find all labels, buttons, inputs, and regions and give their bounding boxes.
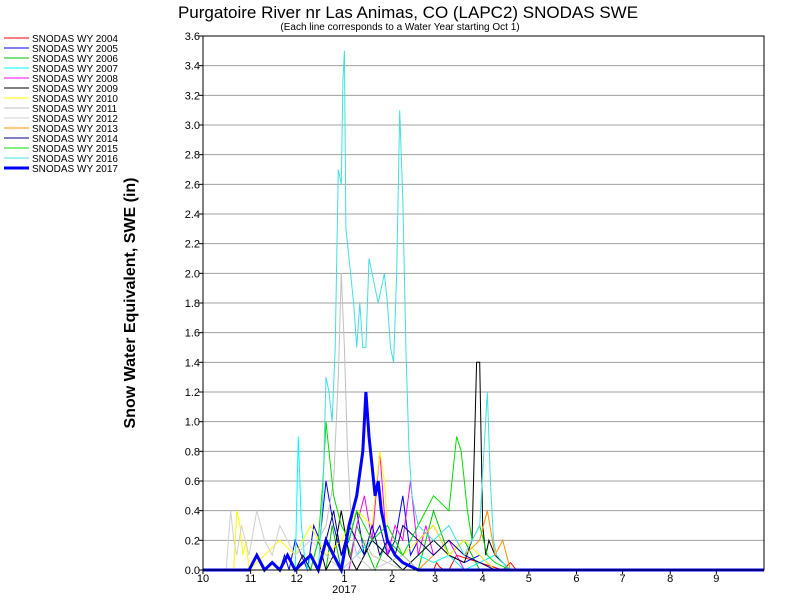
legend-entry: SNODAS WY 2007 [32, 64, 118, 75]
legend-entry: SNODAS WY 2010 [32, 94, 118, 105]
x-tick-label: 9 [713, 573, 719, 585]
y-tick-label: 1.0 [185, 417, 200, 429]
x-year-label: 2017 [332, 584, 356, 596]
plot-area: 0.0 0.2 0.4 0.6 0.8 1.0 1.2 1.4 1.6 1.8 2.0 2.2 2.4 2… [185, 31, 765, 596]
legend-entry: SNODAS WY 2004 [32, 34, 118, 45]
legend-entry: SNODAS WY 2012 [32, 114, 118, 125]
series-line-snodas-wy-2014 [203, 510, 764, 571]
x-tick-label: 11 [245, 573, 256, 585]
x-tick-label: 3 [432, 573, 438, 585]
series-line-snodas-wy-2012 [203, 510, 764, 571]
y-tick-label: 2.6 [185, 179, 200, 191]
y-tick-label: 2.8 [185, 150, 200, 162]
y-tick-label: 0.2 [185, 535, 200, 547]
series-line-snodas-wy-2016 [203, 50, 764, 571]
x-tick-label: 12 [291, 573, 303, 585]
legend-entry: SNODAS WY 2005 [32, 44, 118, 55]
y-tick-label: 3.0 [185, 120, 200, 132]
y-tick-label: 0.6 [185, 476, 200, 488]
x-tick-label: 4 [480, 573, 486, 585]
y-tick-label: 1.8 [185, 298, 200, 310]
x-tick-label: 2 [389, 573, 395, 585]
x-tick-label: 1 [341, 573, 347, 585]
y-tick-label: 1.2 [185, 387, 200, 399]
y-tick-label: 2.0 [185, 268, 200, 280]
legend-entry: SNODAS WY 2014 [32, 134, 118, 145]
legend-entry: SNODAS WY 2009 [32, 84, 118, 95]
series-line-snodas-wy-2017 [203, 391, 764, 575]
y-tick-label: 0.4 [185, 506, 200, 518]
x-tick-label: 5 [526, 573, 532, 585]
legend-entry: SNODAS WY 2006 [32, 54, 118, 65]
legend-entry: SNODAS WY 2013 [32, 124, 118, 135]
y-tick-label: 1.6 [185, 328, 200, 340]
y-tick-label: 0.8 [185, 446, 200, 458]
legend-entry: SNODAS WY 2015 [32, 144, 118, 155]
y-tick-label: 2.4 [185, 209, 200, 221]
x-tick-label: 6 [573, 573, 579, 585]
legend-entry: SNODAS WY 2008 [32, 74, 118, 85]
y-tick-label: 3.2 [185, 90, 200, 102]
y-tick-label: 3.6 [185, 31, 200, 43]
legend-entry: SNODAS WY 2011 [32, 104, 118, 115]
series-line-snodas-wy-2007 [203, 436, 764, 572]
legend-entry: SNODAS WY 2017 [32, 164, 118, 175]
y-tick-label: 1.4 [185, 357, 200, 369]
y-tick-label: 2.2 [185, 239, 200, 251]
y-axis-label: Snow Water Equivalent, SWE (in) [122, 178, 139, 429]
series-line-snodas-wy-2011 [203, 273, 764, 571]
chart-title: Purgatoire River nr Las Animas, CO (LAPC… [178, 3, 638, 22]
chart-subtitle: (Each line corresponds to a Water Year s… [280, 22, 519, 33]
plot-frame [202, 35, 765, 571]
y-tick-label: 3.4 [185, 61, 200, 73]
y-tick-label: 0.0 [185, 565, 200, 577]
x-tick-label: 7 [620, 573, 626, 585]
x-tick-label: 10 [197, 573, 209, 585]
series-line-snodas-wy-2013 [203, 510, 764, 571]
x-tick-label: 8 [667, 573, 673, 585]
legend-entry: SNODAS WY 2016 [32, 154, 118, 165]
